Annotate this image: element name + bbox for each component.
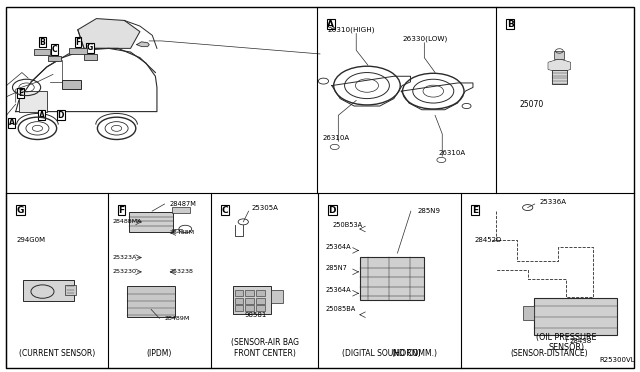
Text: D: D [58, 111, 64, 120]
Text: 26310A: 26310A [322, 135, 349, 141]
Text: (CURRENT SENSOR): (CURRENT SENSOR) [19, 349, 95, 357]
Bar [69, 48, 87, 54]
Text: G: G [87, 43, 93, 52]
Polygon shape [137, 42, 149, 46]
Bar [534, 298, 617, 335]
Text: R25300VL: R25300VL [599, 357, 635, 363]
Text: C: C [222, 206, 228, 215]
Bar [360, 257, 424, 299]
Text: 28489M: 28489M [164, 316, 190, 321]
Text: (OIL PRESSURE
SENSOR): (OIL PRESSURE SENSOR) [536, 333, 596, 352]
Text: F: F [118, 206, 125, 215]
Text: 98581: 98581 [245, 312, 268, 318]
Text: 26310(HIGH): 26310(HIGH) [328, 26, 375, 33]
Bar [48, 56, 61, 61]
Polygon shape [78, 19, 140, 48]
Text: (SENSOR-DISTANCE): (SENSOR-DISTANCE) [510, 349, 588, 357]
Text: 285N9: 285N9 [418, 208, 441, 214]
Text: 26330(LOW): 26330(LOW) [403, 36, 448, 42]
Text: C: C [52, 45, 58, 54]
Text: A: A [38, 111, 45, 120]
Bar [65, 285, 76, 295]
Text: 253238: 253238 [170, 269, 194, 275]
Text: A: A [8, 118, 15, 127]
Text: (DIGITAL SOUND COMM.): (DIGITAL SOUND COMM.) [342, 349, 437, 357]
Bar [256, 298, 265, 304]
Bar [256, 305, 265, 311]
Bar [232, 286, 271, 314]
Bar [245, 290, 254, 296]
Text: A: A [328, 20, 334, 29]
Text: 253230: 253230 [113, 269, 137, 275]
Text: 25364A: 25364A [325, 287, 351, 293]
Bar [19, 91, 47, 112]
Text: 25336A: 25336A [540, 199, 567, 205]
Text: (SENSOR-AIR BAG
FRONT CENTER): (SENSOR-AIR BAG FRONT CENTER) [230, 338, 299, 357]
Text: 250B53A: 250B53A [332, 222, 362, 228]
Text: 25070: 25070 [519, 100, 543, 109]
Text: 294G0M: 294G0M [17, 237, 45, 243]
Text: E: E [18, 89, 23, 97]
Bar [84, 54, 97, 60]
Bar [523, 305, 534, 320]
Bar [35, 49, 50, 55]
Text: B: B [39, 38, 45, 46]
Bar [62, 80, 81, 89]
Bar [127, 286, 175, 317]
Bar [245, 305, 254, 311]
Text: 28438: 28438 [570, 339, 592, 344]
Text: B: B [507, 20, 513, 29]
Text: G: G [17, 206, 24, 215]
Bar [552, 70, 567, 84]
Bar [256, 290, 265, 296]
Bar [129, 212, 173, 232]
Text: 28452D: 28452D [475, 237, 502, 243]
Text: 28488MA: 28488MA [113, 219, 142, 224]
Text: E: E [472, 206, 478, 215]
Bar [554, 51, 564, 59]
Text: 28487M: 28487M [170, 201, 196, 207]
Bar [172, 207, 189, 213]
Bar [234, 305, 243, 311]
Text: 25085BA: 25085BA [325, 307, 355, 312]
Bar [245, 298, 254, 304]
Text: 28488M: 28488M [170, 230, 195, 235]
Bar [234, 298, 243, 304]
Text: 25364A: 25364A [325, 244, 351, 250]
Text: (HORN): (HORN) [392, 349, 421, 357]
Bar [234, 290, 243, 296]
Text: 285N7: 285N7 [325, 265, 347, 271]
Bar [271, 289, 282, 302]
Text: (IPDM): (IPDM) [147, 349, 172, 357]
Text: 26310A: 26310A [438, 150, 466, 155]
Text: 25323A: 25323A [113, 255, 137, 260]
Text: D: D [328, 206, 336, 215]
Text: F: F [75, 38, 81, 46]
Text: 25305A: 25305A [252, 205, 278, 211]
Bar [23, 280, 74, 301]
Polygon shape [548, 59, 570, 73]
